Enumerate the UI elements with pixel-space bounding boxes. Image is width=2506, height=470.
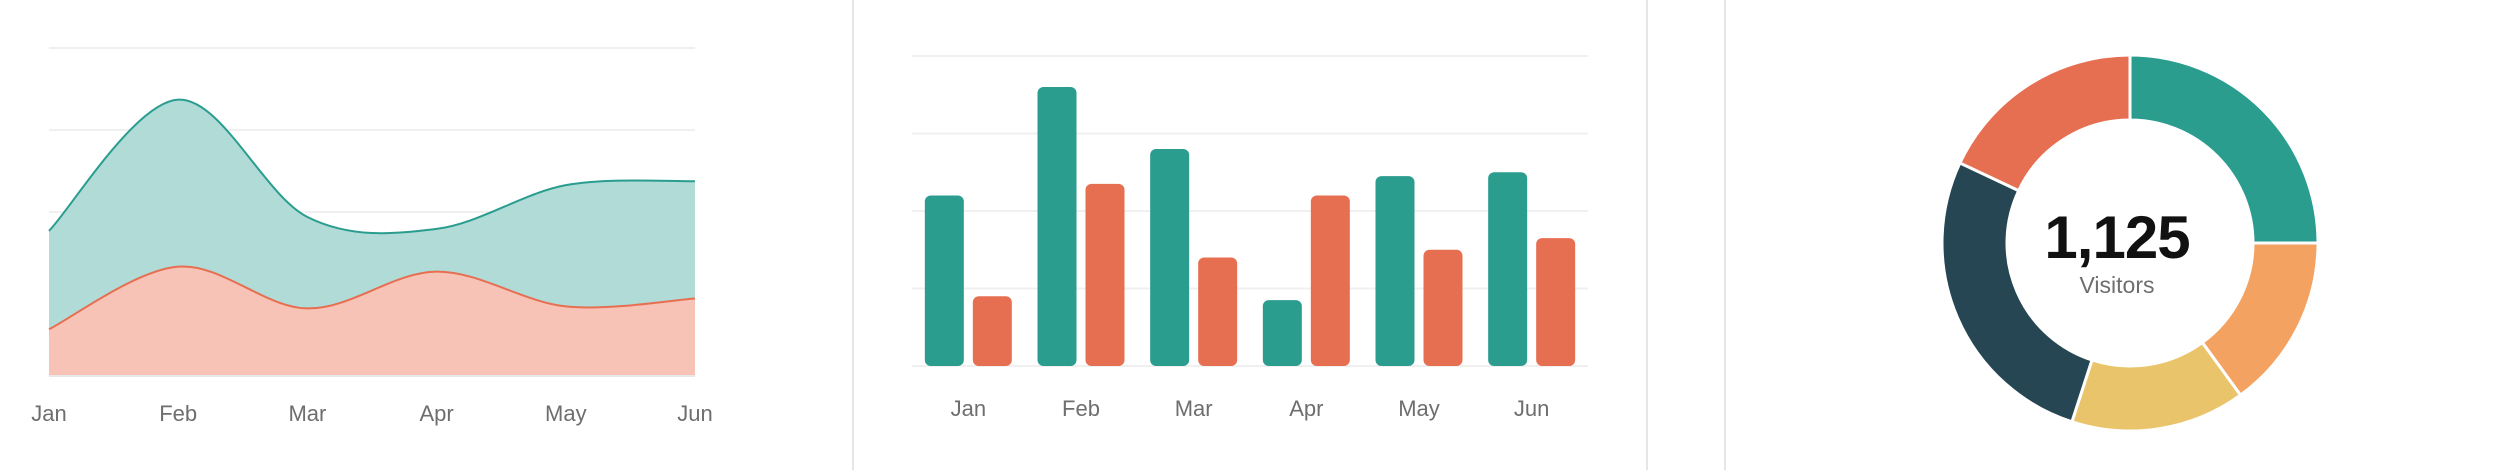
x-tick-label: Jun (677, 401, 712, 426)
bar-chart: Jan Feb Mar Apr May Jun (912, 55, 1588, 421)
bar-apr-series-2 (1310, 195, 1350, 366)
x-tick-label: Mar (1175, 396, 1213, 421)
donut-slice-5 (1957, 53, 2132, 193)
donut-center-value: 1,125 (2044, 204, 2190, 271)
area-series-1-line (48, 98, 696, 235)
bar-jan-series-1 (924, 195, 964, 366)
area-chart-panel: Jan Feb Mar Apr May Jun (0, 0, 770, 470)
x-tick-label: Feb (1062, 396, 1100, 421)
x-tick-label: Feb (159, 401, 197, 426)
area-series-2-line (48, 265, 696, 331)
bar-may-series-1 (1375, 176, 1415, 366)
bar-mar-series-1 (1150, 149, 1190, 366)
x-tick-label: Mar (288, 401, 326, 426)
bar-feb-series-1 (1037, 87, 1077, 366)
donut-slice-1 (2128, 53, 2320, 245)
bar-apr-series-1 (1262, 300, 1302, 366)
area-chart: Jan Feb Mar Apr May Jun (31, 47, 713, 426)
x-tick-label: Apr (1289, 396, 1323, 421)
donut-center-label: Visitors (2079, 272, 2155, 298)
donut-slice-4 (1940, 160, 2094, 424)
x-tick-label: May (1398, 396, 1440, 421)
x-tick-label: Jun (1514, 396, 1549, 421)
x-tick-label: Jan (31, 401, 66, 426)
bar-chart-panel: Jan Feb Mar Apr May Jun (852, 0, 1648, 470)
bar-may-series-2 (1423, 249, 1463, 366)
bar-mar-series-2 (1198, 257, 1238, 366)
area-series-2-fill (49, 266, 695, 376)
bar-jun-series-2 (1536, 238, 1576, 366)
bar-feb-series-2 (1085, 183, 1125, 366)
x-tick-label: May (545, 401, 587, 426)
bar-jun-series-1 (1488, 172, 1528, 366)
x-tick-label: Apr (419, 401, 453, 426)
donut-chart-panel: 1,125 Visitors (1724, 0, 2506, 470)
donut-chart (1940, 53, 2320, 433)
bar-jan-series-2 (972, 296, 1012, 366)
x-tick-label: Jan (951, 396, 986, 421)
